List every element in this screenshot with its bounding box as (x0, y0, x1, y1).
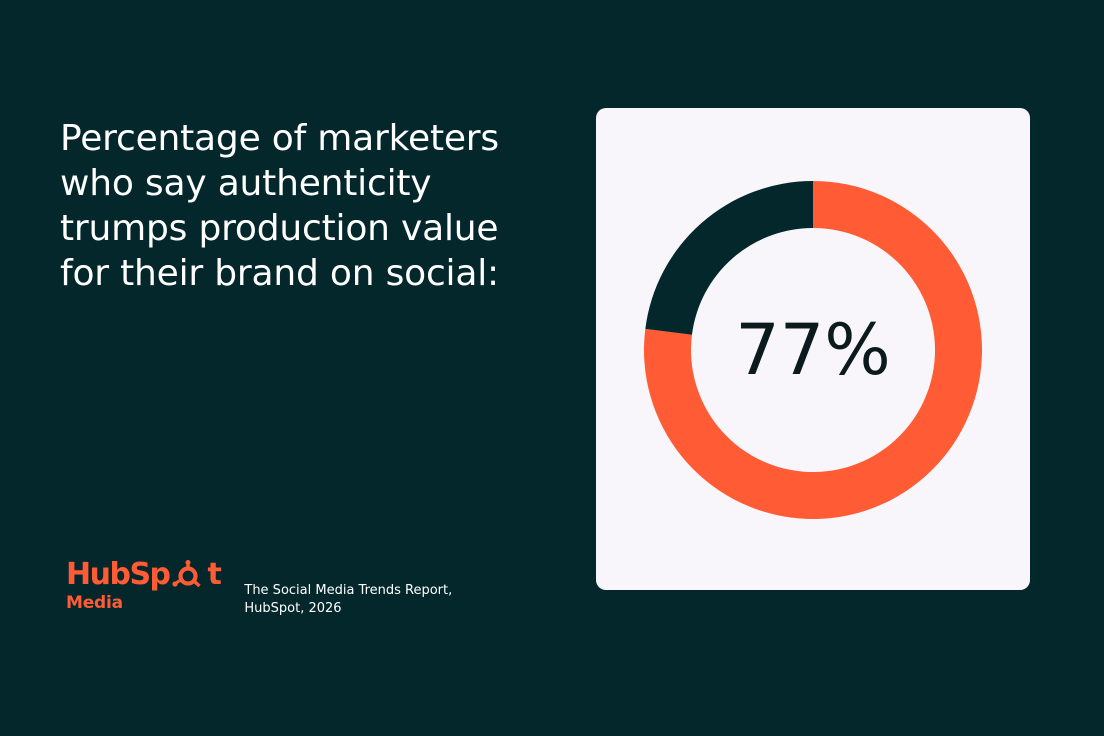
source-line-2: HubSpot, 2026 (244, 601, 342, 616)
chart-card: 77% (596, 108, 1030, 590)
donut-slice-rest (645, 181, 813, 335)
headline: Percentage of marketers who say authenti… (60, 118, 499, 294)
donut-center-label: 77% (735, 309, 891, 391)
source-citation: The Social Media Trends Report, HubSpot,… (244, 582, 464, 618)
sprocket-icon (171, 560, 201, 588)
donut-chart: 77% (644, 181, 982, 519)
logo-sub: Media (66, 593, 123, 613)
source-line-1: The Social Media Trends Report, (244, 583, 453, 598)
logo-wordmark: HubSp t (66, 557, 222, 592)
hubspot-media-logo: HubSp t Media (66, 557, 222, 613)
footer: HubSp t Media The Social Media Trends Re… (66, 560, 464, 618)
